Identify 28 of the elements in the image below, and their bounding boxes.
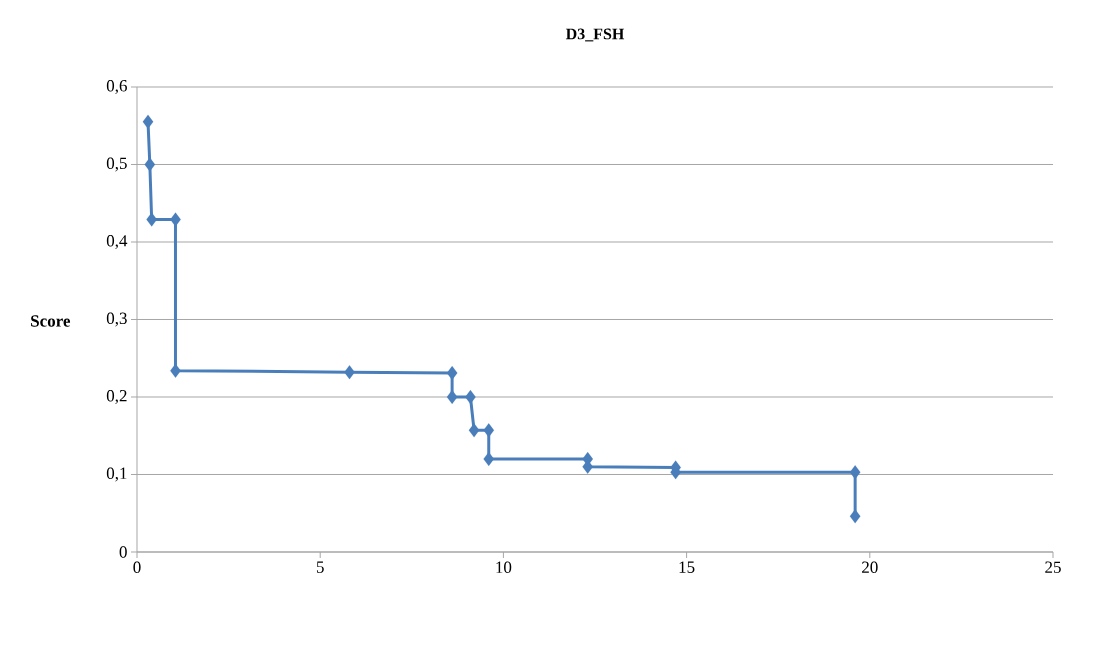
point <box>142 114 154 129</box>
chart-title: D3_FSH <box>565 28 625 42</box>
point <box>849 509 861 524</box>
x-tick-label: 0 <box>133 561 141 573</box>
point <box>170 363 181 378</box>
point <box>170 212 181 227</box>
point <box>446 365 458 381</box>
x-tick-label: 10 <box>496 561 512 573</box>
y-tick-label: 0,4 <box>106 235 128 249</box>
x-tick-label: 5 <box>316 561 324 573</box>
y-tick-label: 0,1 <box>106 467 127 482</box>
y-tick-label: 0,5 <box>106 157 127 172</box>
y-tick-label: 0,2 <box>106 390 127 404</box>
point <box>468 423 480 438</box>
point <box>446 389 458 405</box>
point <box>144 157 156 172</box>
y-axis-title: Score <box>31 315 71 327</box>
point <box>344 365 355 380</box>
point <box>483 451 495 467</box>
point <box>146 212 157 227</box>
y-tick-label: 0,6 <box>106 80 127 94</box>
y-tick-label: 0 <box>119 546 127 558</box>
x-tick-label: 25 <box>1045 561 1061 573</box>
point <box>483 423 495 438</box>
y-tick-label: 0,3 <box>106 312 127 327</box>
x-tick-label: 15 <box>679 561 695 573</box>
x-tick-label: 20 <box>862 561 878 573</box>
point <box>849 465 861 480</box>
